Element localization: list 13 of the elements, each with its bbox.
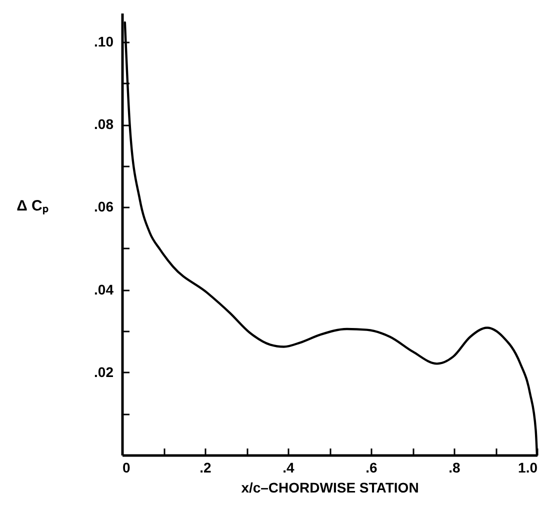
y-tick-label: .02: [94, 364, 114, 380]
x-tick-label: .6: [366, 460, 378, 476]
y-tick-label: .08: [94, 116, 114, 132]
x-axis-title: x/c–CHORDWISE STATION: [241, 480, 419, 496]
y-tick-label: .10: [94, 33, 114, 50]
x-tick-label: .8: [448, 460, 461, 476]
y-axis-title: Δ Cₚ: [16, 198, 48, 214]
x-tick-label: 1.0: [518, 460, 538, 476]
y-tick-label: .06: [94, 198, 114, 215]
x-tick-label: 0: [122, 460, 130, 476]
x-tick-label: .2: [200, 460, 212, 476]
y-tick-label: .04: [94, 281, 114, 298]
x-tick-label: .4: [282, 460, 295, 476]
